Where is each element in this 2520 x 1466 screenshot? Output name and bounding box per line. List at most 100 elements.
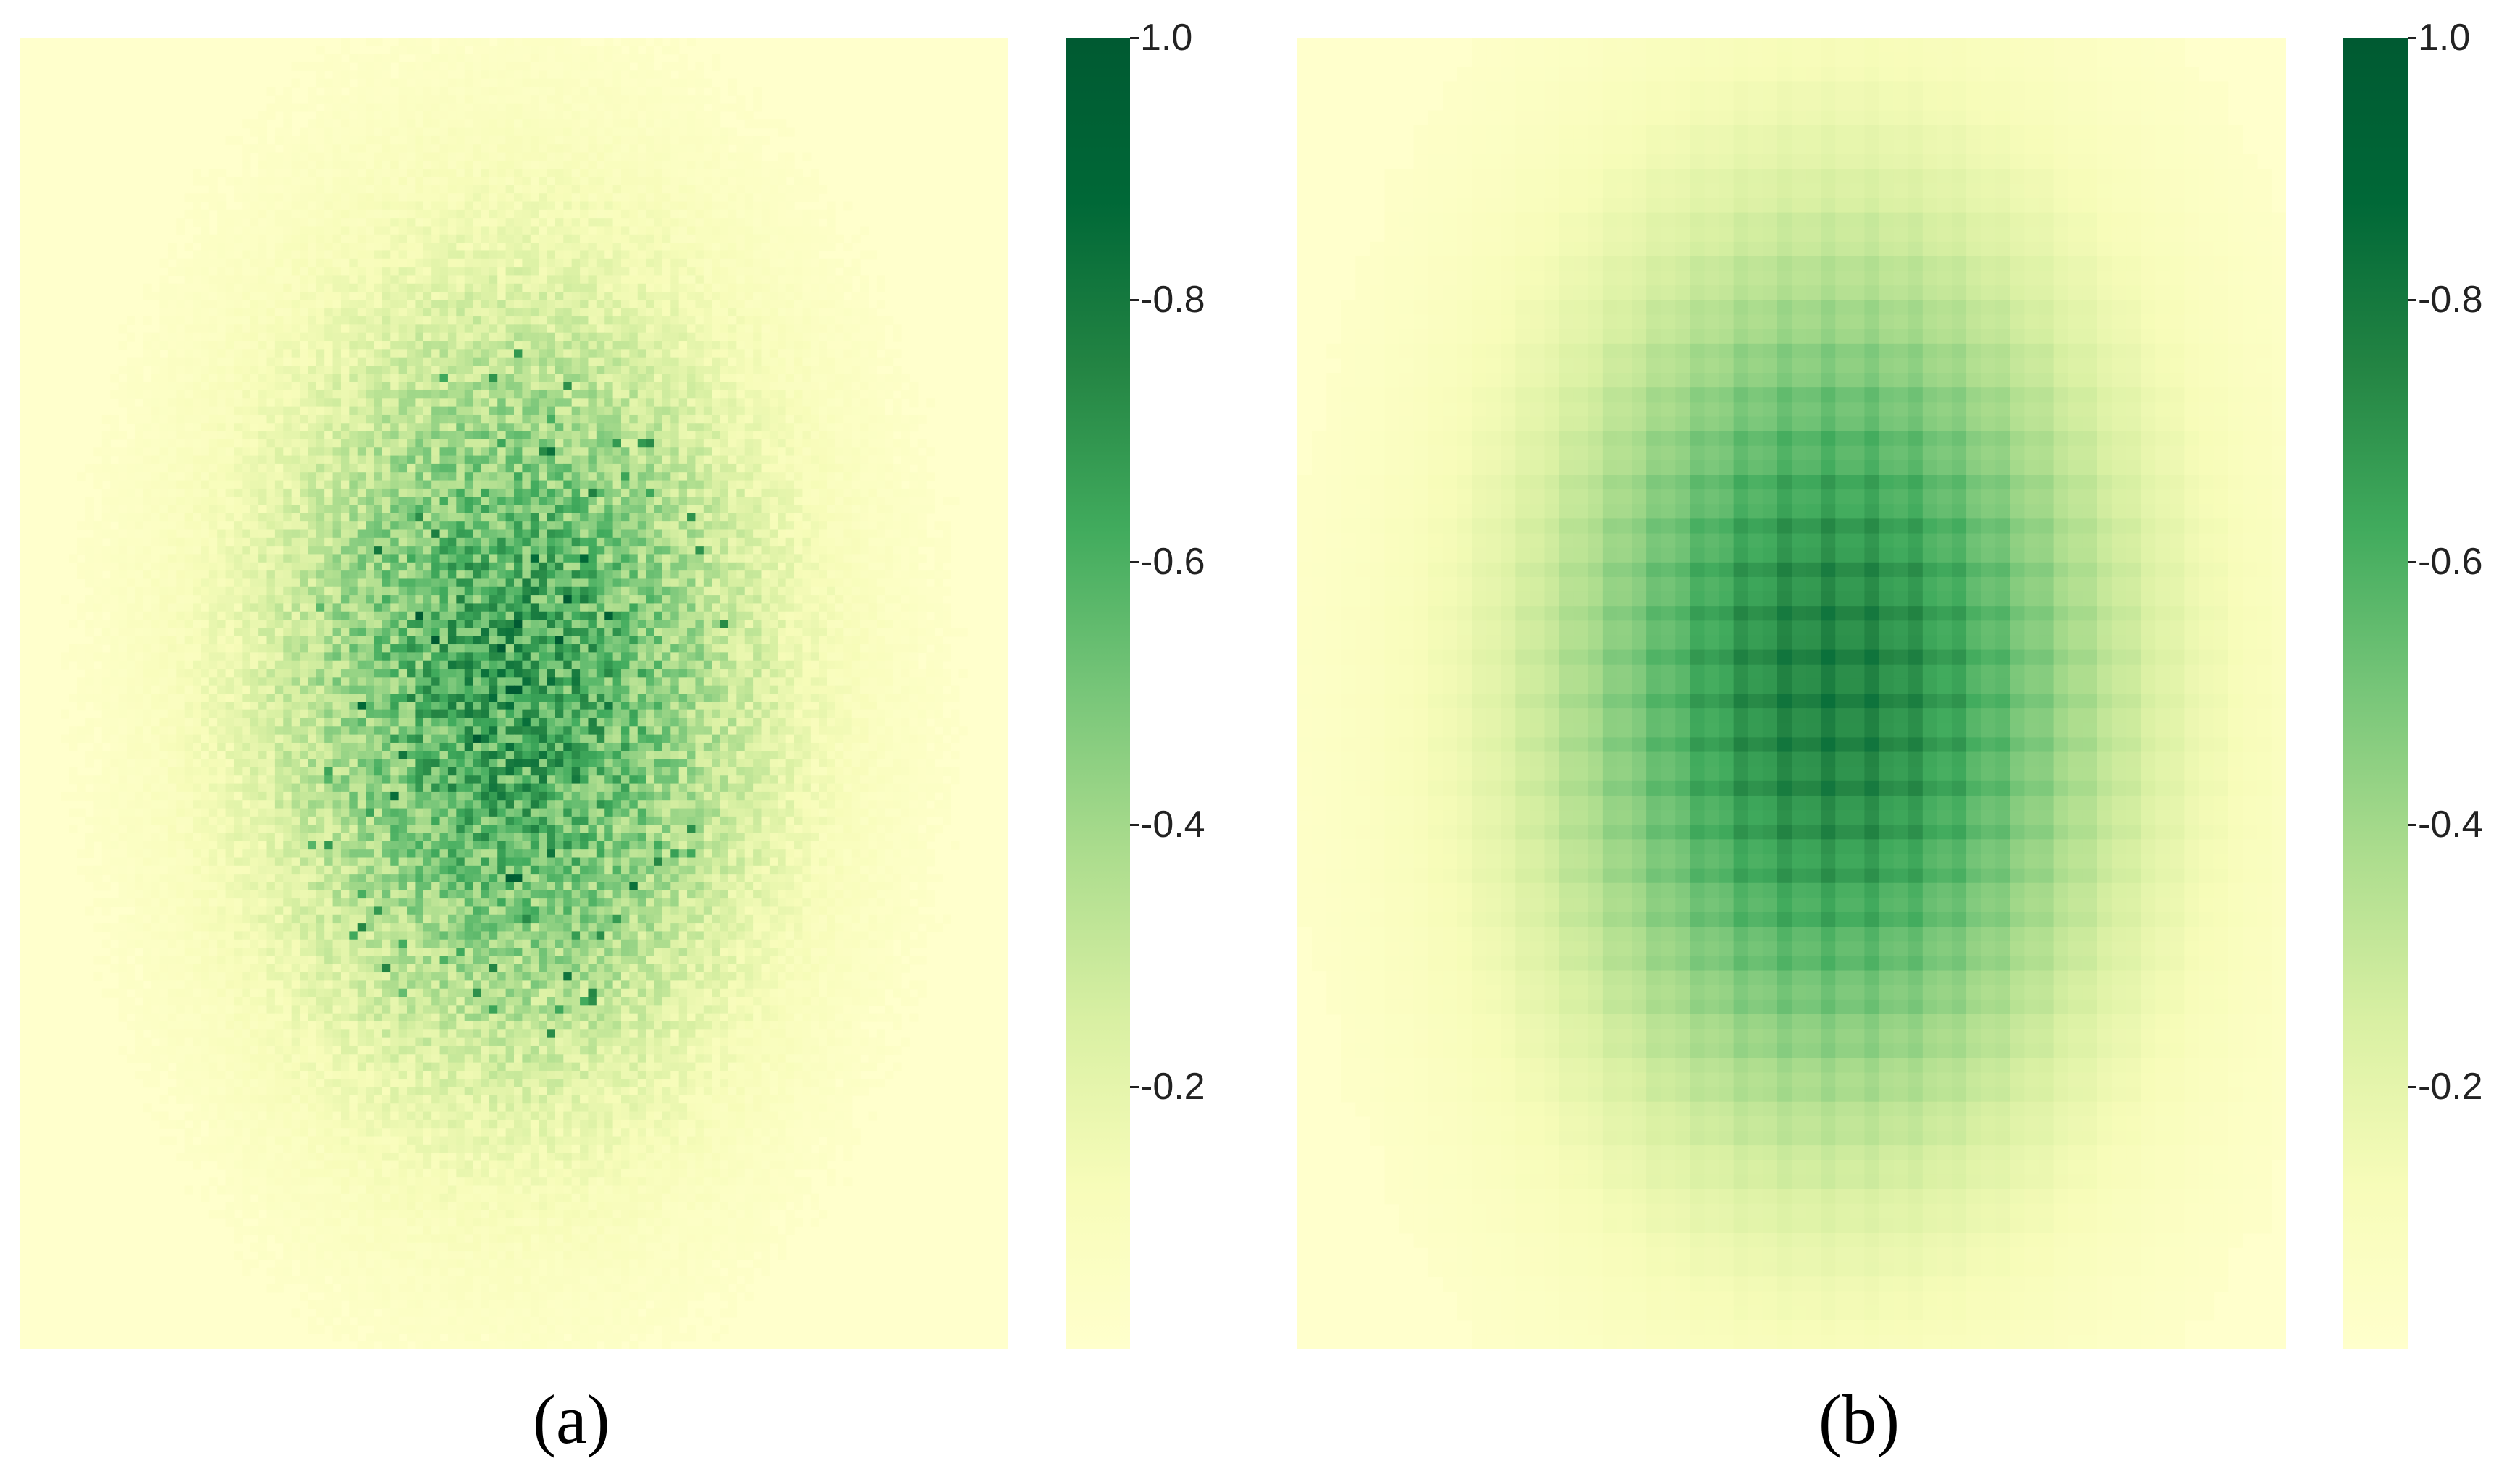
- heatmap-cell: [464, 160, 473, 169]
- heatmap-cell: [843, 374, 853, 383]
- heatmap-cell: [637, 185, 646, 194]
- heatmap-cell: [678, 185, 688, 194]
- heatmap-cell: [324, 258, 334, 268]
- heatmap-cell: [423, 455, 432, 465]
- heatmap-cell: [571, 316, 581, 325]
- heatmap-cell: [596, 431, 605, 440]
- heatmap-cell: [744, 292, 754, 300]
- heatmap-cell: [291, 447, 300, 457]
- heatmap-cell: [300, 497, 309, 506]
- heatmap-cell: [316, 472, 325, 481]
- heatmap-cell: [217, 480, 227, 489]
- heatmap-cell: [258, 431, 268, 440]
- heatmap-cell: [580, 111, 589, 120]
- heatmap-cell: [415, 382, 424, 391]
- heatmap-cell: [670, 529, 680, 539]
- heatmap-cell: [208, 169, 218, 178]
- heatmap-cell: [539, 455, 548, 465]
- heatmap-cell: [497, 152, 507, 161]
- heatmap-cell: [447, 529, 457, 539]
- heatmap-cell: [266, 529, 276, 539]
- heatmap-cell: [415, 78, 424, 88]
- heatmap-cell: [366, 119, 375, 129]
- heatmap-cell: [810, 374, 819, 383]
- heatmap-cell: [794, 283, 804, 292]
- heatmap-cell: [785, 439, 795, 448]
- heatmap-cell: [357, 119, 366, 129]
- heatmap-cell: [620, 357, 630, 366]
- heatmap-cell: [266, 86, 276, 96]
- heatmap-cell: [868, 463, 877, 473]
- heatmap-cell: [349, 258, 358, 268]
- heatmap-cell: [604, 127, 614, 137]
- heatmap-cell: [357, 316, 366, 325]
- heatmap-cell: [266, 349, 276, 358]
- heatmap-cell: [678, 472, 688, 481]
- heatmap-cell: [159, 463, 169, 473]
- heatmap-cell: [481, 46, 490, 55]
- heatmap-cell: [810, 193, 819, 203]
- heatmap-cell: [250, 505, 259, 514]
- heatmap-cell: [712, 374, 721, 383]
- heatmap-cell: [167, 292, 177, 300]
- heatmap-cell: [233, 505, 243, 514]
- heatmap-cell: [415, 70, 424, 80]
- heatmap-cell: [744, 316, 754, 325]
- heatmap-cell: [118, 521, 127, 531]
- heatmap-cell: [439, 357, 449, 366]
- heatmap-cell: [637, 480, 646, 489]
- heatmap-cell: [456, 103, 465, 112]
- heatmap-cell: [242, 463, 251, 473]
- heatmap-cell: [300, 258, 309, 268]
- heatmap-cell: [620, 160, 630, 169]
- heatmap-cell: [505, 209, 515, 219]
- heatmap-cell: [390, 226, 400, 235]
- heatmap-cell: [398, 480, 408, 489]
- heatmap-cell: [266, 357, 276, 366]
- heatmap-cell: [357, 308, 366, 317]
- heatmap-cell: [687, 111, 696, 120]
- heatmap-cell: [703, 389, 712, 399]
- heatmap-cell: [382, 463, 391, 473]
- heatmap-cell: [794, 480, 804, 489]
- heatmap-cell: [308, 201, 317, 211]
- heatmap-cell: [769, 529, 778, 539]
- heatmap-cell: [481, 218, 490, 227]
- heatmap-cell: [654, 374, 663, 383]
- heatmap-cell: [588, 349, 597, 358]
- heatmap-cell: [283, 177, 292, 186]
- heatmap-cell: [497, 366, 507, 374]
- heatmap-cell: [712, 250, 721, 260]
- heatmap-cell: [349, 414, 358, 424]
- heatmap-cell: [744, 529, 754, 539]
- heatmap-cell: [390, 103, 400, 112]
- heatmap-cell: [398, 292, 408, 300]
- heatmap-cell: [407, 300, 416, 309]
- heatmap-cell: [802, 185, 812, 194]
- heatmap-cell: [620, 521, 630, 531]
- heatmap-cell: [604, 218, 614, 227]
- heatmap-cell: [695, 292, 704, 300]
- heatmap-cell: [126, 366, 135, 374]
- heatmap-cell: [620, 54, 630, 63]
- heatmap-cell: [374, 521, 383, 531]
- heatmap-cell: [415, 308, 424, 317]
- heatmap-cell: [819, 258, 828, 268]
- heatmap-cell: [695, 169, 704, 178]
- heatmap-cell: [101, 529, 111, 539]
- heatmap-cell: [300, 349, 309, 358]
- heatmap-cell: [225, 226, 235, 235]
- heatmap-cell: [678, 135, 688, 145]
- heatmap-cell: [473, 472, 482, 481]
- heatmap-cell: [637, 193, 646, 203]
- heatmap-cell: [588, 152, 597, 161]
- heatmap-cell: [167, 250, 177, 260]
- heatmap-cell: [316, 283, 325, 292]
- heatmap-cell: [753, 193, 762, 203]
- heatmap-cell: [390, 414, 400, 424]
- heatmap-cell: [662, 95, 671, 104]
- heatmap-cell: [167, 455, 177, 465]
- heatmap-cell: [612, 144, 622, 153]
- heatmap-cell: [208, 513, 218, 522]
- heatmap-cell: [612, 349, 622, 358]
